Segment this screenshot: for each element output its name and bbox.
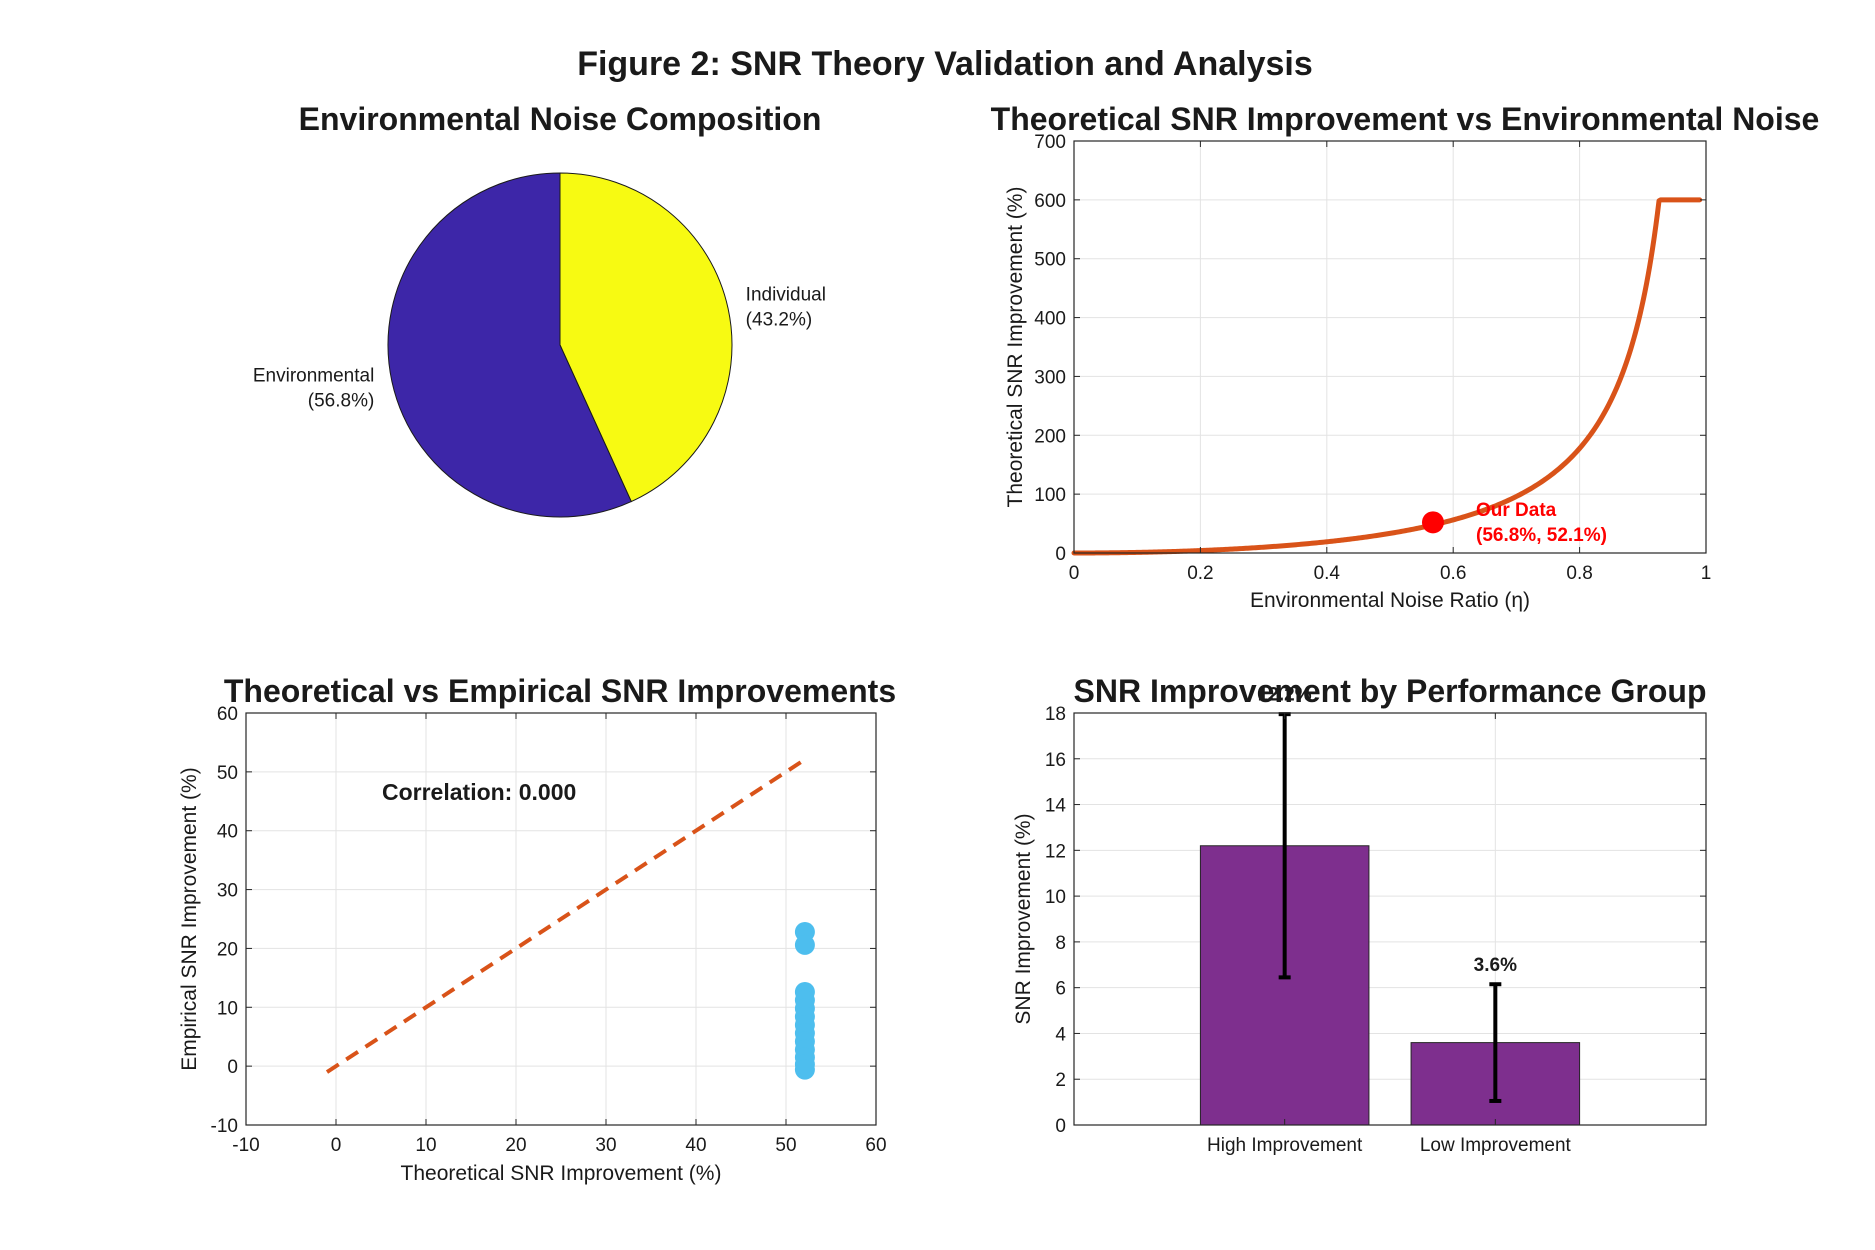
scatter-xtick-label: 20 [505,1135,526,1156]
bar-chart-ticks: 0 2 4 6 8 10 12 14 16 18 High Improvement Low Impro… [1045,704,1706,1156]
scatter-ytick-label: 40 [217,822,238,843]
line-ytick-label: 500 [1034,250,1066,271]
scatter-ytick-label: 20 [217,939,238,960]
pie-chart-panel: Environmental Noise Composition Individu… [253,101,826,518]
pie-slice-individual [559,172,733,503]
bar-chart-title: SNR Improvement by Performance Group [1073,673,1706,709]
line-chart-grid [1073,140,1707,554]
our-data-annotation-line1: Our Data [1476,500,1557,521]
scatter-chart-xlabel: Theoretical SNR Improvement (%) [401,1162,722,1185]
scatter-ytick-label: 0 [227,1057,238,1078]
line-ytick-label: 100 [1034,485,1066,506]
line-xtick-label: 1 [1701,563,1712,584]
bar-chart-errorbars [1278,712,1502,1103]
bar-value-label: 12.2% [1258,685,1312,706]
line-chart-xlabel: Environmental Noise Ratio (η) [1250,589,1530,612]
bar-chart-frame [1073,712,1707,1126]
line-xtick-label: 0.4 [1314,563,1341,584]
scatter-xtick-label: 0 [331,1135,342,1156]
our-data-annotation-line2: (56.8%, 52.1%) [1476,525,1607,546]
scatter-chart-panel: Theoretical vs Empirical SNR Improvement… [178,673,896,1185]
line-ytick-label: 400 [1034,309,1066,330]
line-xtick-label: 0.6 [1440,563,1466,584]
scatter-xtick-label: 50 [775,1135,796,1156]
bar-value-label: 3.6% [1474,955,1517,976]
bar-ytick-label: 14 [1045,796,1067,817]
bar-ytick-label: 10 [1045,887,1066,908]
line-chart-title: Theoretical SNR Improvement vs Environme… [991,101,1820,137]
line-ytick-label: 200 [1034,426,1066,447]
scatter-chart-ticks: -10 0 10 20 30 40 50 60 -10 0 10 20 30 40 50 60 [211,704,887,1156]
pie-labels: Individual (43.2%) Environmental (56.8%) [253,285,826,412]
correlation-annotation: Correlation: 0.000 [382,779,576,805]
reference-line [325,757,806,1074]
scatter-chart-frame [245,712,877,1126]
bar-chart-panel: 12.2% 3.6% 0 2 4 6 8 10 12 14 16 18 High Improvemen… [1012,673,1707,1156]
line-chart-ticks: 0 0.2 0.4 0.6 0.8 1 0 100 200 300 400 500 600 700 [1034,132,1711,584]
our-data-point [1421,511,1444,534]
bar-chart-value-labels: 12.2% 3.6% [1258,685,1517,976]
scatter-xtick-label: 60 [865,1135,886,1156]
bar-xtick-label: High Improvement [1207,1135,1363,1156]
scatter-ytick-label: 10 [217,998,238,1019]
line-chart-frame [1073,140,1707,554]
scatter-chart-ylabel: Empirical SNR Improvement (%) [178,767,201,1070]
scatter-xtick-label: -10 [232,1135,259,1156]
line-xtick-label: 0.2 [1187,563,1213,584]
figure-title: Figure 2: SNR Theory Validation and Anal… [577,45,1313,83]
bar-chart-grid [1074,712,1706,1126]
theoretical-curve [1071,197,1703,556]
bar-ytick-label: 18 [1045,704,1066,725]
pie-slices [387,172,733,518]
pie-chart-title: Environmental Noise Composition [299,101,822,137]
bar-ytick-label: 0 [1055,1116,1066,1137]
scatter-point [794,1059,815,1080]
scatter-xtick-label: 30 [595,1135,616,1156]
pie-label-individual: Individual [746,285,826,306]
line-ytick-label: 300 [1034,367,1066,388]
line-ytick-label: 600 [1034,191,1066,212]
scatter-ytick-label: 50 [217,763,238,784]
bar-ytick-label: 2 [1055,1070,1066,1091]
scatter-xtick-label: 40 [685,1135,706,1156]
scatter-chart-title: Theoretical vs Empirical SNR Improvement… [224,673,896,709]
bar-ytick-label: 4 [1055,1024,1066,1045]
line-xtick-label: 0.8 [1566,563,1592,584]
scatter-point [794,934,815,955]
scatter-ytick-label: -10 [211,1116,238,1137]
scatter-ytick-label: 60 [217,704,238,725]
line-chart-ylabel: Theoretical SNR Improvement (%) [1004,187,1027,508]
bar-ytick-label: 12 [1045,841,1066,862]
bar-chart-bars [1199,845,1581,1126]
bar-ytick-label: 16 [1045,750,1066,771]
pie-label-environmental: Environmental [253,365,374,386]
line-ytick-label: 700 [1034,132,1066,153]
line-chart-panel: Theoretical SNR Improvement vs Environme… [991,101,1820,612]
line-xtick-label: 0 [1069,563,1080,584]
scatter-xtick-label: 10 [415,1135,436,1156]
pie-pct-environmental: (56.8%) [308,390,375,411]
bar-ytick-label: 8 [1055,933,1066,954]
scatter-points [794,921,815,1080]
bar-chart-ylabel: SNR Improvement (%) [1012,813,1035,1024]
pie-slice-environmental [387,172,632,518]
scatter-ytick-label: 30 [217,881,238,902]
line-ytick-label: 0 [1055,544,1066,565]
pie-pct-individual: (43.2%) [746,310,813,331]
bar-xtick-label: Low Improvement [1420,1135,1572,1156]
bar-ytick-label: 6 [1055,979,1066,1000]
